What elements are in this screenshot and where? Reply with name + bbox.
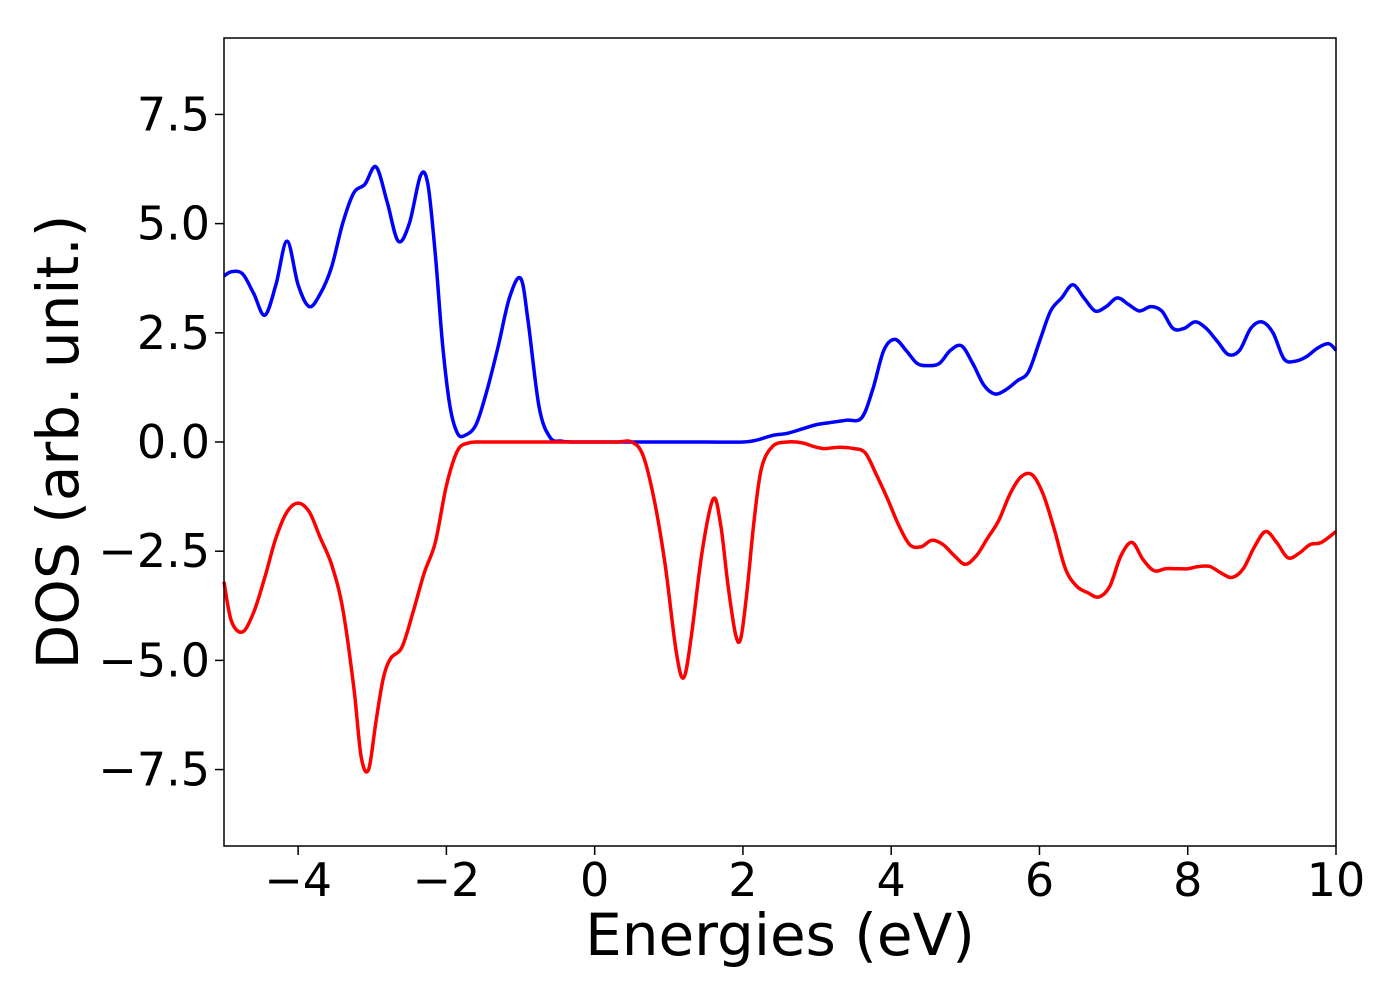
- y-tick-label: 0.0: [137, 415, 210, 469]
- x-tick-label: 4: [877, 853, 906, 907]
- x-tick-label: 8: [1173, 853, 1202, 907]
- y-tick-label: 7.5: [137, 87, 210, 141]
- series-line-0: [223, 164, 1338, 444]
- x-tick-label: 0: [580, 853, 609, 907]
- x-axis: −4 −2 0 2 4 6 8 10: [264, 846, 1365, 907]
- x-tick-label: 10: [1307, 853, 1366, 907]
- y-tick-label: 5.0: [137, 197, 210, 251]
- y-axis-title: DOS (arb. unit.): [24, 215, 92, 670]
- series-layer: [222, 164, 1338, 774]
- x-axis-title: Energies (eV): [585, 901, 975, 969]
- x-tick-label: −4: [264, 853, 332, 907]
- y-tick-label: −2.5: [98, 524, 210, 578]
- y-tick-label: 2.5: [137, 306, 210, 360]
- y-tick-label: −7.5: [98, 743, 210, 797]
- y-tick-label: −5.0: [98, 633, 210, 687]
- x-tick-label: 6: [1025, 853, 1054, 907]
- x-tick-label: 2: [728, 853, 757, 907]
- y-axis: −7.5 −5.0 −2.5 0.0 2.5 5.0 7.5: [98, 87, 224, 797]
- series-line-1: [222, 439, 1338, 774]
- x-tick-label: −2: [412, 853, 480, 907]
